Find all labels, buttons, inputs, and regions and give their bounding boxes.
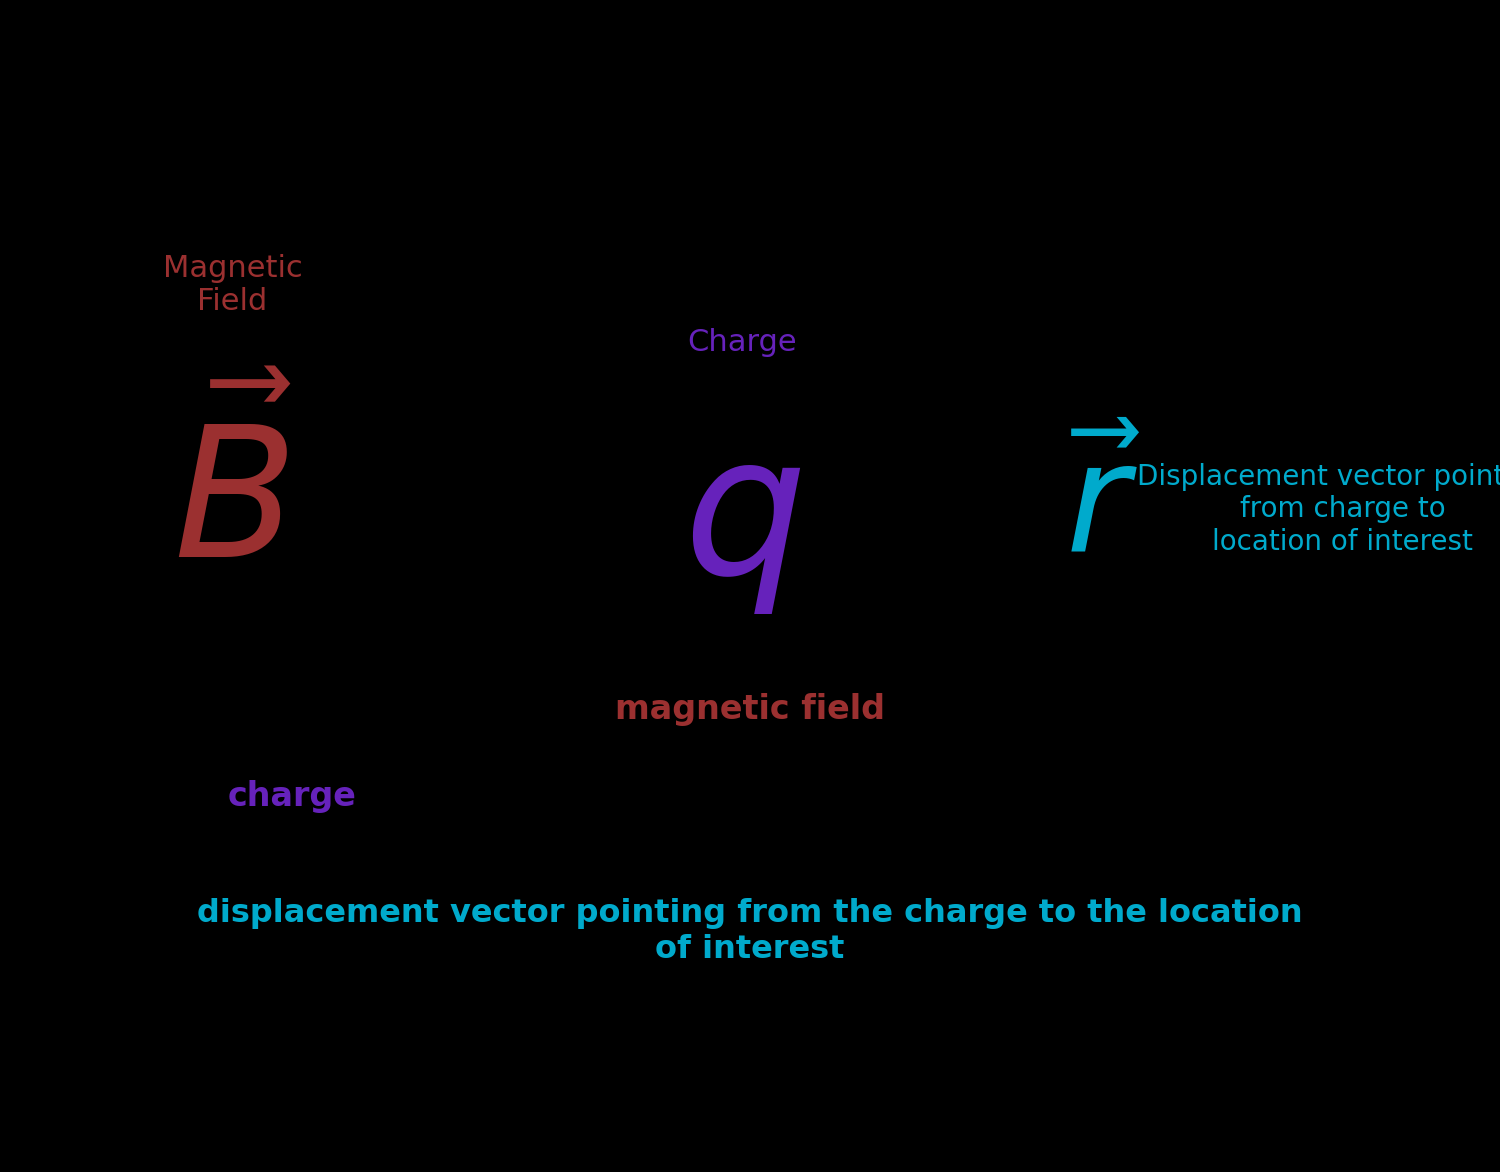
- Text: charge: charge: [228, 781, 357, 813]
- Text: Magnetic
Field: Magnetic Field: [162, 254, 303, 316]
- Text: Charge: Charge: [687, 328, 798, 357]
- Text: $\vec{r}$: $\vec{r}$: [1065, 435, 1140, 585]
- Text: $\vec{B}$: $\vec{B}$: [172, 400, 292, 597]
- Text: magnetic field: magnetic field: [615, 693, 885, 725]
- Text: $q$: $q$: [684, 428, 801, 615]
- Text: displacement vector pointing from the charge to the location
of interest: displacement vector pointing from the ch…: [196, 899, 1304, 965]
- Text: Displacement vector pointing
from charge to
location of interest: Displacement vector pointing from charge…: [1137, 463, 1500, 556]
